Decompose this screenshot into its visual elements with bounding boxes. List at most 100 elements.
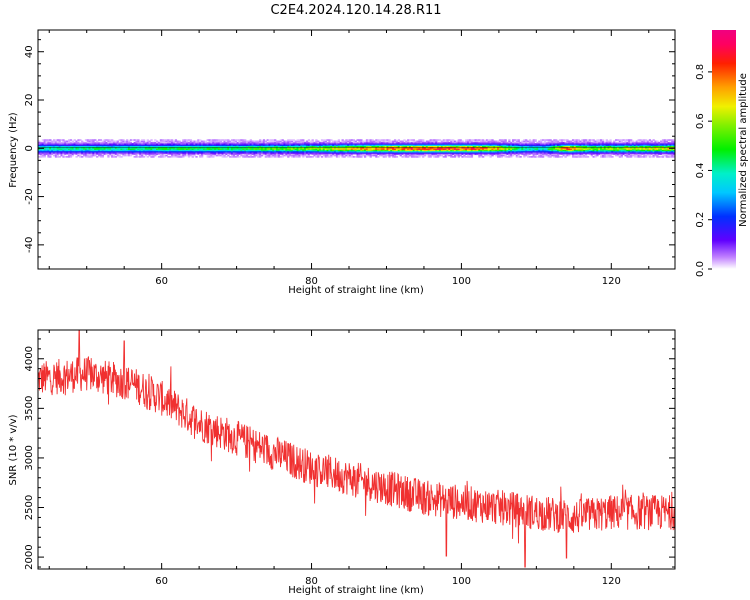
heat-cell	[307, 149, 311, 152]
heat-cell	[97, 152, 101, 154]
heat-cell	[245, 145, 249, 148]
heat-cell	[324, 144, 327, 147]
heat-cell	[174, 143, 178, 145]
heat-cell	[510, 145, 513, 148]
heat-cell	[184, 143, 187, 145]
heat-cell	[137, 143, 140, 145]
heat-cell	[302, 140, 305, 143]
heat-cell	[577, 143, 580, 145]
heat-cell	[671, 154, 674, 157]
heat-cell	[103, 143, 106, 145]
heat-cell	[320, 141, 324, 144]
heat-cell	[506, 153, 509, 156]
heat-cell	[543, 153, 547, 156]
heat-cell	[221, 144, 224, 147]
heat-cell	[541, 156, 545, 158]
heat-cell	[255, 144, 258, 147]
heat-cell	[489, 154, 492, 157]
heat-cell	[596, 141, 599, 144]
heat-cell	[217, 139, 221, 141]
heat-cell	[277, 144, 281, 147]
heat-cell	[553, 152, 556, 154]
heat-cell	[142, 141, 146, 144]
heat-cell	[575, 149, 578, 152]
heat-cell	[431, 153, 434, 156]
heat-cell	[380, 148, 384, 150]
heat-cell	[350, 149, 354, 152]
heat-cell	[266, 156, 269, 158]
heat-cell	[465, 144, 468, 147]
heat-cell	[414, 149, 417, 152]
heat-cell	[319, 150, 322, 153]
heat-cell	[427, 141, 430, 144]
heat-cell	[116, 149, 119, 152]
heat-cell	[178, 153, 181, 156]
heat-cell	[330, 154, 333, 157]
heat-cell	[577, 139, 580, 141]
heat-cell	[380, 145, 384, 148]
heat-cell	[543, 143, 547, 145]
heat-cell	[498, 143, 502, 145]
heat-cell	[497, 153, 500, 156]
heat-cell	[626, 143, 629, 145]
heat-cell	[304, 143, 307, 145]
heat-cell	[43, 154, 46, 157]
heat-cell	[626, 149, 629, 152]
heat-cell	[88, 156, 91, 158]
heat-cell	[603, 143, 607, 145]
heat-cell	[369, 154, 372, 157]
heat-cell	[639, 148, 642, 150]
heat-cell	[497, 156, 500, 158]
heat-cell	[418, 143, 421, 145]
heat-cell	[414, 143, 417, 145]
heat-cell	[615, 143, 618, 145]
heat-cell	[513, 152, 517, 154]
heat-cell	[639, 143, 642, 145]
heat-cell	[468, 154, 472, 157]
heat-cell	[566, 139, 569, 141]
heat-cell	[586, 145, 590, 148]
heat-cell	[71, 145, 74, 148]
heat-cell	[350, 150, 354, 153]
heat-cell	[609, 140, 612, 143]
heat-cell	[390, 144, 393, 147]
heat-cell	[191, 141, 194, 144]
heat-cell	[399, 143, 402, 145]
heat-cell	[274, 144, 277, 147]
heat-cell	[150, 153, 153, 156]
heat-cell	[620, 143, 623, 145]
heat-cell	[176, 140, 179, 143]
heat-cell	[81, 145, 84, 148]
heat-cell	[577, 150, 580, 153]
heat-cell	[82, 149, 86, 152]
heat-cell	[277, 156, 281, 158]
heat-cell	[69, 144, 73, 147]
heat-cell	[427, 154, 430, 157]
heat-cell	[420, 143, 423, 145]
heat-cell	[431, 140, 434, 143]
heat-cell	[111, 152, 114, 154]
heat-cell	[96, 153, 99, 156]
heat-cell	[281, 150, 284, 153]
heat-cell	[54, 150, 58, 153]
heat-cell	[199, 153, 202, 156]
heat-cell	[538, 145, 541, 148]
heat-cell	[367, 149, 371, 152]
heat-cell	[468, 141, 472, 144]
heat-cell	[184, 141, 187, 144]
heat-cell	[558, 145, 562, 148]
heat-cell	[523, 153, 526, 156]
heat-cell	[101, 145, 104, 148]
heat-cell	[497, 150, 500, 153]
heat-cell	[515, 152, 519, 154]
heat-cell	[277, 145, 281, 148]
heat-cell	[377, 149, 380, 152]
heat-cell	[656, 145, 659, 148]
heat-cell	[360, 150, 363, 153]
heat-cell	[245, 148, 249, 150]
heat-cell	[154, 141, 157, 144]
heat-cell	[148, 145, 151, 148]
heat-cell	[90, 156, 93, 158]
heat-cell	[142, 139, 146, 141]
heat-cell	[114, 152, 118, 154]
